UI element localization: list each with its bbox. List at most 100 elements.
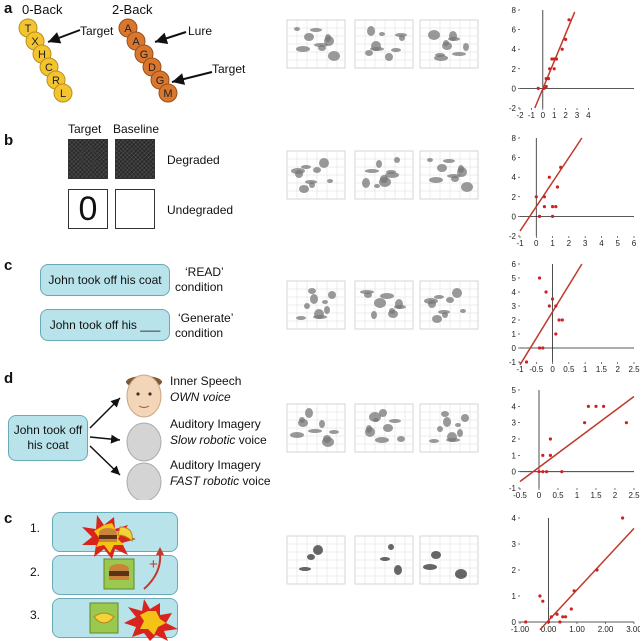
y-tick-label: 4 [512,45,517,54]
data-point [534,195,538,199]
data-point [537,276,542,280]
brain-map [419,535,479,585]
y-tick-label: 6 [512,26,517,35]
data-point [561,615,565,619]
data-point [554,304,558,308]
letter-bead [53,83,73,103]
brain-map [354,535,414,585]
fit-line [539,527,635,631]
brain-map [354,403,414,453]
data-point [544,77,548,81]
generate-condition-suffix: condition [175,326,224,340]
x-tick-label: -1 [528,111,536,120]
undegraded-target: 0 [68,189,108,229]
target-arrow [47,29,81,44]
y-tick-label: 0 [512,618,517,627]
x-tick-label: 1 [552,111,557,120]
x-tick-label: 3 [583,239,588,248]
y-tick-label: 3 [512,540,517,549]
x-tick-label: 1 [550,239,555,248]
robot-head-icon [126,462,162,500]
brain-map [286,280,346,330]
data-point [554,205,558,209]
data-point [594,404,598,408]
data-point [595,568,599,572]
x-tick-label: -0.5 [513,491,527,500]
data-point [557,318,561,322]
x-tick-label: 2 [615,365,620,374]
data-point [555,612,559,616]
letter: A [124,23,132,35]
brain-map [354,19,414,69]
x-tick-label: 1.00 [569,625,585,634]
step-label: 2. [30,565,41,579]
brain-map [419,403,479,453]
data-point [542,205,547,209]
letter: H [38,49,46,61]
y-tick-label: 1 [512,451,517,460]
data-point [547,304,551,308]
data-point [560,47,564,51]
x-tick-label: 0.5 [563,365,575,374]
sentence-box: John took off his coat [8,415,88,461]
y-tick-label: 0 [512,468,517,477]
burger-icon [109,564,129,580]
data-point [544,290,548,294]
data-point [569,607,573,611]
generate-sentence: John took off his ___ [40,309,170,341]
burst-icon [124,599,178,641]
data-point [537,214,542,218]
y-tick-label: 2 [512,566,517,575]
scatter-plot-d: -0.5 0 0.5 1 1.5 2 2.5 -1 0 1 2 3 4 5 [509,386,640,500]
x-tick-label: 1 [583,365,588,374]
step-label: 1. [30,521,41,535]
letter: G [156,75,165,87]
x-tick-label: 2 [613,491,618,500]
letter: C [45,62,53,74]
brain-map [286,535,346,585]
x-tick-label: 0 [534,239,539,248]
step-label: 3. [30,608,41,622]
scatter-plot-e: -1.00 0.00 1.00 2.00 3.00 0 1 2 3 4 [511,514,640,634]
x-tick-label: 2.5 [628,365,640,374]
x-tick-label: 0 [541,111,546,120]
letter: R [52,75,60,87]
data-point [538,594,542,598]
data-point [547,175,551,179]
fit-line [519,137,583,232]
panel-label: c [4,510,13,527]
data-point [548,437,552,441]
option-3: Auditory Imagery FAST robotic voice [170,458,271,488]
data-point [558,620,562,624]
x-tick-label: 2.5 [628,491,640,500]
brain-map [354,150,414,200]
banana-icon [93,612,115,624]
letter: A [132,36,140,48]
y-tick-label: 0 [512,344,517,353]
data-point [541,599,545,603]
two-back-title: 2-Back [112,2,153,17]
y-tick-label: 6 [512,260,517,269]
y-tick-label: -1 [509,484,517,493]
letter: M [163,88,172,100]
data-point [564,37,568,42]
data-point [559,165,563,169]
y-tick-label: -1 [509,358,517,367]
data-point [550,214,555,218]
data-point [548,453,552,457]
brain-maps [286,19,479,585]
data-point [524,360,529,364]
y-tick-label: 1 [512,330,517,339]
x-tick-label: 4 [599,239,604,248]
undegraded-baseline [115,189,155,229]
read-condition: ‘READ’ [185,265,224,279]
x-tick-label: 4 [586,111,591,120]
degraded-target: 0 [68,139,108,179]
degraded-label: Degraded [167,153,220,167]
zero-back-title: 0-Back [22,2,63,17]
data-point [621,516,625,520]
read-sentence: John took off his coat [40,264,170,296]
x-tick-label: 2 [563,111,568,120]
letter: D [148,62,156,74]
